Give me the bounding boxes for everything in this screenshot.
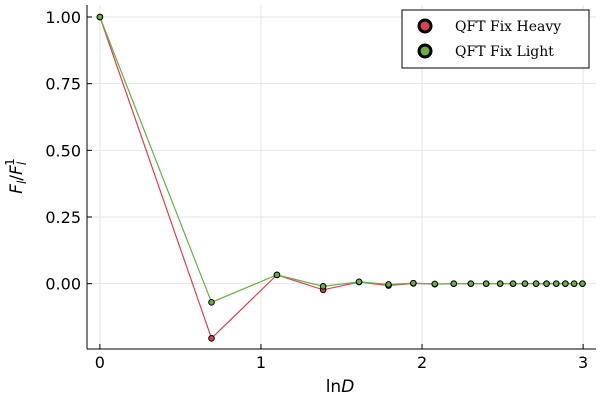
data-point-series-1: [552, 280, 560, 287]
data-series: [96, 13, 586, 342]
data-point-series-1: [467, 280, 475, 287]
data-point-series-1: [431, 280, 439, 288]
data-point-series-1: [521, 280, 529, 287]
y-tick-label: 0.50: [45, 141, 81, 160]
x-axis-label: lnD: [326, 377, 355, 397]
data-point-series-1: [273, 271, 281, 279]
y-axis-label: Fl/Fl1: [3, 158, 29, 194]
legend: QFT Fix Heavy QFT Fix Light: [401, 9, 590, 69]
y-tick-label: 1.00: [45, 8, 81, 27]
legend-box: [401, 9, 590, 69]
data-point-series-1: [543, 280, 550, 287]
data-point-series-1: [450, 280, 458, 287]
axes: [86, 5, 596, 350]
y-tick-label: 0.00: [45, 275, 81, 294]
y-tick-label: 0.75: [45, 75, 81, 94]
x-tick-label: 1: [256, 353, 266, 372]
data-point-series-1: [482, 280, 490, 287]
data-point-series-1: [385, 281, 392, 288]
x-tick-label: 3: [578, 353, 588, 372]
data-point-series-0: [208, 335, 215, 342]
data-point-series-1: [355, 278, 363, 286]
data-point-series-1: [562, 280, 569, 287]
data-point-series-1: [579, 280, 586, 287]
data-point-series-1: [96, 13, 104, 21]
x-tick-label: 2: [417, 353, 427, 372]
legend-label-heavy: QFT Fix Heavy: [455, 19, 561, 35]
data-point-series-1: [319, 283, 327, 290]
legend-marker-heavy: [417, 18, 433, 34]
data-point-series-1: [509, 280, 517, 287]
data-point-series-1: [570, 280, 578, 287]
x-tick-label: 0: [95, 353, 105, 372]
data-point-series-1: [410, 279, 417, 287]
legend-marker-light: [417, 43, 433, 59]
tick-labels: 0 1 2 3 0.00 0.25 0.50 0.75 1.00: [45, 8, 588, 372]
legend-label-light: QFT Fix Light: [455, 44, 554, 60]
data-point-series-1: [532, 280, 540, 287]
data-point-series-1: [496, 280, 504, 287]
data-point-series-1: [208, 299, 215, 306]
y-tick-label: 0.25: [45, 208, 81, 227]
